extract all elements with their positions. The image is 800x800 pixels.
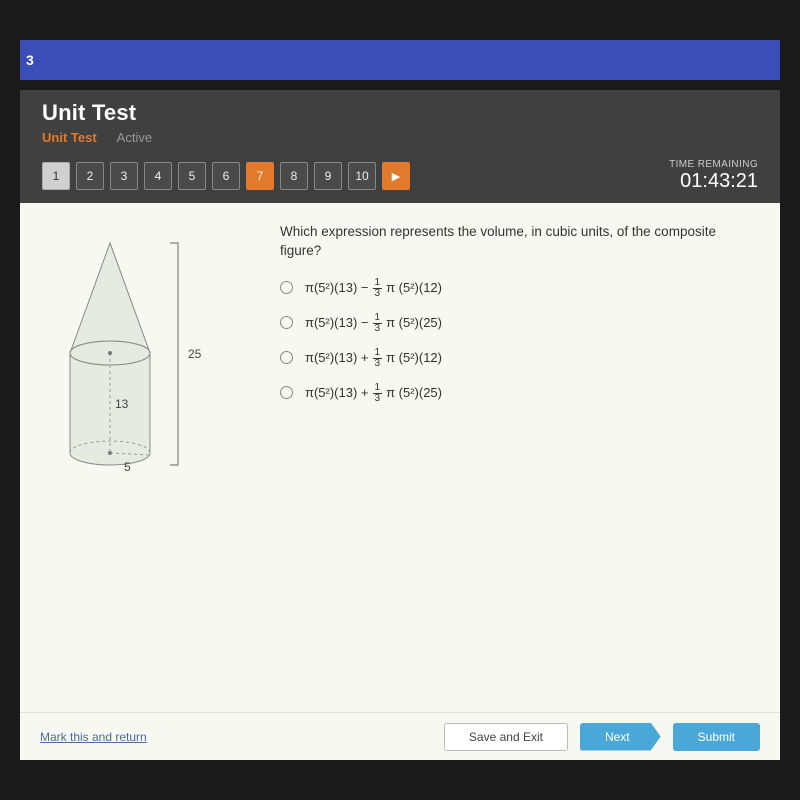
choice-2[interactable]: π(5²)(13) − 13 π (5²)(25) [280, 312, 752, 333]
timer-value: 01:43:21 [669, 170, 758, 193]
fraction: 13 [373, 278, 383, 299]
timer: TIME REMAINING 01:43:21 [669, 159, 758, 193]
question-nav-4[interactable]: 4 [144, 162, 172, 190]
screen: 3 Unit Test Unit Test Active 1 2 3 4 5 6… [0, 0, 800, 800]
question-nav-9[interactable]: 9 [314, 162, 342, 190]
page-title: Unit Test [42, 100, 758, 126]
question-nav-2[interactable]: 2 [76, 162, 104, 190]
mark-and-return-link[interactable]: Mark this and return [40, 730, 147, 744]
save-and-exit-button[interactable]: Save and Exit [444, 723, 568, 751]
figure-column: 5 13 25 [40, 223, 280, 698]
footer-buttons: Save and Exit Next Submit [444, 723, 760, 751]
question-nav: 1 2 3 4 5 6 7 8 9 10 ▶ TIME REMAINING 01… [20, 153, 780, 203]
submit-button[interactable]: Submit [673, 723, 760, 751]
choice-2-expr: π(5²)(13) − 13 π (5²)(25) [305, 312, 442, 333]
radio-icon[interactable] [280, 386, 293, 399]
radio-icon[interactable] [280, 351, 293, 364]
question-nav-3[interactable]: 3 [110, 162, 138, 190]
question-buttons: 1 2 3 4 5 6 7 8 9 10 ▶ [42, 162, 410, 190]
total-height-label: 25 [188, 347, 202, 361]
black-strip [20, 80, 780, 90]
choice-4-expr: π(5²)(13) + 13 π (5²)(25) [305, 382, 442, 403]
monitor: 3 Unit Test Unit Test Active 1 2 3 4 5 6… [20, 40, 780, 760]
question-nav-5[interactable]: 5 [178, 162, 206, 190]
content-area: 5 13 25 Which expression represents the … [20, 203, 780, 712]
fraction: 13 [373, 313, 383, 334]
question-nav-7[interactable]: 7 [246, 162, 274, 190]
question-prompt: Which expression represents the volume, … [280, 223, 752, 261]
cylinder-height-label: 13 [115, 397, 129, 411]
footer: Mark this and return Save and Exit Next … [20, 712, 780, 760]
choice-4[interactable]: π(5²)(13) + 13 π (5²)(25) [280, 382, 752, 403]
tab-indicator: 3 [26, 52, 34, 68]
question-column: Which expression represents the volume, … [280, 223, 752, 698]
radio-icon[interactable] [280, 316, 293, 329]
choice-3[interactable]: π(5²)(13) + 13 π (5²)(12) [280, 347, 752, 368]
radio-icon[interactable] [280, 281, 293, 294]
question-nav-6[interactable]: 6 [212, 162, 240, 190]
top-blue-bar: 3 [20, 40, 780, 80]
radius-label: 5 [124, 460, 131, 474]
choice-1-expr: π(5²)(13) − 13 π (5²)(12) [305, 277, 442, 298]
subtitle-row: Unit Test Active [42, 130, 758, 145]
composite-figure: 5 13 25 [40, 223, 240, 503]
choice-3-expr: π(5²)(13) + 13 π (5²)(12) [305, 347, 442, 368]
question-nav-10[interactable]: 10 [348, 162, 376, 190]
question-nav-next[interactable]: ▶ [382, 162, 410, 190]
question-nav-1[interactable]: 1 [42, 162, 70, 190]
status: Active [117, 130, 152, 145]
fraction: 13 [373, 348, 383, 369]
next-button[interactable]: Next [580, 723, 661, 751]
timer-label: TIME REMAINING [669, 159, 758, 170]
subtitle: Unit Test [42, 130, 97, 145]
header: Unit Test Unit Test Active [20, 90, 780, 153]
choice-1[interactable]: π(5²)(13) − 13 π (5²)(12) [280, 277, 752, 298]
fraction: 13 [373, 383, 383, 404]
question-nav-8[interactable]: 8 [280, 162, 308, 190]
